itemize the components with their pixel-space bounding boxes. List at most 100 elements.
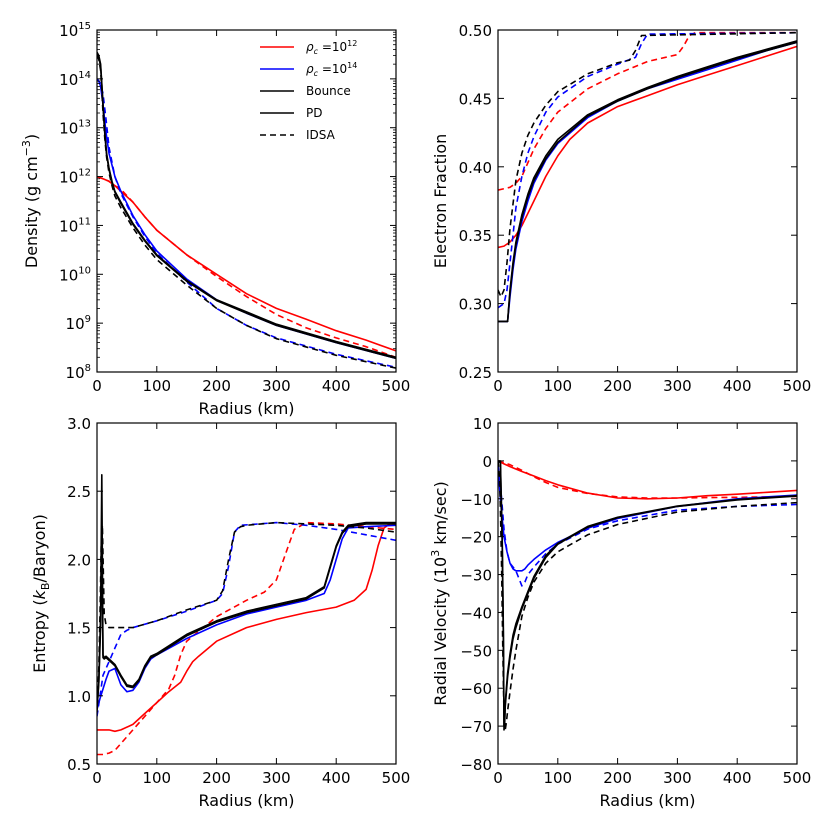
x-tick-label: 400 xyxy=(322,769,351,787)
x-tick-label: 400 xyxy=(723,769,752,787)
plot-frame xyxy=(497,422,798,765)
series-line-5 xyxy=(97,51,396,359)
x-axis-label: Radius (km) xyxy=(599,791,695,810)
y-tick-label: −50 xyxy=(460,642,492,660)
x-tick-label: 300 xyxy=(262,377,291,395)
x-tick-label: 0 xyxy=(493,769,503,787)
series-group xyxy=(498,31,797,323)
x-tick-label: 200 xyxy=(603,769,632,787)
y-axis-label: Entropy (kB/Baryon) xyxy=(30,514,52,673)
x-tick-label: 100 xyxy=(142,377,171,395)
x-tick-label: 100 xyxy=(543,769,572,787)
series-line-1 xyxy=(97,523,396,733)
y-tick-label: −60 xyxy=(460,680,492,698)
x-tick-label: 200 xyxy=(202,377,231,395)
series-line-1 xyxy=(498,45,797,249)
x-tick-label: 300 xyxy=(663,769,692,787)
x-tick-label: 500 xyxy=(382,377,411,395)
series-line-6 xyxy=(97,523,396,710)
series-group xyxy=(97,473,396,756)
y-axis-label: Electron Fraction xyxy=(431,134,450,269)
panel-1: 0 100 200 300 400 500 108 109 1010 1011 1012 1013 10… xyxy=(20,21,410,418)
y-tick-label: 1011 xyxy=(59,216,91,235)
y-tick-label: 2.0 xyxy=(67,551,91,569)
y-tick-label: −70 xyxy=(460,718,492,736)
series-line-3 xyxy=(97,524,396,710)
panel-3: 0 100 200 300 400 500 0.5 1.0 1.5 2.0 2.5 3.0 Radius… xyxy=(30,415,410,810)
x-tick-label: 300 xyxy=(663,377,692,395)
y-tick-label: 1012 xyxy=(59,168,91,187)
x-tick-label: 100 xyxy=(142,769,171,787)
y-axis-label: Density (g cm−3) xyxy=(20,134,41,268)
legend-label: PD xyxy=(306,106,322,120)
y-tick-label: 0 xyxy=(482,453,492,471)
series-line-7 xyxy=(97,521,396,713)
legend-label: IDSA xyxy=(306,128,336,142)
series-line-2 xyxy=(97,521,396,756)
y-tick-label: 0.30 xyxy=(459,296,492,314)
x-tick-label: 200 xyxy=(202,769,231,787)
legend-label: ρc =1014 xyxy=(306,61,357,78)
y-tick-label: 1013 xyxy=(59,119,91,138)
y-tick-label: −30 xyxy=(460,567,492,585)
series-line-2 xyxy=(498,460,797,499)
series-line-6 xyxy=(97,53,396,360)
y-tick-label: 1.5 xyxy=(67,620,91,638)
series-line-7 xyxy=(498,460,797,731)
y-tick-label: 0.40 xyxy=(459,159,492,177)
y-tick-label: 108 xyxy=(66,363,91,382)
series-line-7 xyxy=(97,55,396,369)
y-tick-label: 1014 xyxy=(59,70,91,89)
series-line-6 xyxy=(498,41,797,323)
y-tick-label: −40 xyxy=(460,604,492,622)
series-line-7 xyxy=(498,31,797,298)
y-tick-label: 0.25 xyxy=(459,364,492,382)
y-tick-label: 0.5 xyxy=(67,756,91,774)
y-tick-label: 0.50 xyxy=(459,22,492,40)
x-tick-label: 0 xyxy=(92,769,102,787)
y-tick-label: 0.35 xyxy=(459,227,492,245)
y-tick-label: 0.45 xyxy=(459,90,492,108)
x-tick-label: 0 xyxy=(493,377,503,395)
series-line-5 xyxy=(498,460,797,731)
series-line-2 xyxy=(97,175,396,359)
plot-frame xyxy=(96,422,397,765)
y-axis-label: Radial Velocity (103 km/sec) xyxy=(429,481,450,706)
x-tick-label: 500 xyxy=(783,377,812,395)
x-tick-label: 400 xyxy=(723,377,752,395)
y-tick-label: 2.5 xyxy=(67,483,91,501)
legend-label: Bounce xyxy=(306,84,351,98)
x-tick-label: 300 xyxy=(262,769,291,787)
series-line-4 xyxy=(97,521,396,717)
y-tick-label: 1010 xyxy=(59,265,91,284)
series-group xyxy=(97,51,396,369)
y-tick-label: 10 xyxy=(473,415,492,433)
panel-4: 0 100 200 300 400 500−80−70−60−50−40−30−20−10… xyxy=(429,415,811,810)
y-tick-label: −80 xyxy=(460,756,492,774)
x-tick-label: 500 xyxy=(382,769,411,787)
x-tick-label: 200 xyxy=(603,377,632,395)
y-tick-label: 1015 xyxy=(59,21,91,40)
x-tick-label: 0 xyxy=(92,377,102,395)
x-tick-label: 400 xyxy=(322,377,351,395)
legend-label: ρc =1012 xyxy=(306,39,357,56)
x-axis-label: Radius (km) xyxy=(198,791,294,810)
series-line-4 xyxy=(498,31,797,309)
y-tick-label: 109 xyxy=(66,314,91,333)
series-line-6 xyxy=(498,460,797,727)
panel-2: 0 100 200 300 400 500 0.25 0.30 0.35 0.40 0.45 0.50… xyxy=(431,22,811,395)
series-line-4 xyxy=(97,78,396,369)
y-tick-label: 3.0 xyxy=(67,415,91,433)
legend: ρc =1012 ρc =1014 Bounce PD IDSA xyxy=(260,39,357,142)
series-line-1 xyxy=(498,460,797,500)
y-tick-label: −10 xyxy=(460,491,492,509)
series-group xyxy=(498,460,797,731)
x-tick-label: 100 xyxy=(543,377,572,395)
plot-frame xyxy=(96,29,397,373)
plot-frame xyxy=(497,29,798,373)
y-tick-label: 1.0 xyxy=(67,688,91,706)
series-line-3 xyxy=(498,468,797,572)
series-line-2 xyxy=(498,31,797,191)
y-tick-label: −20 xyxy=(460,529,492,547)
